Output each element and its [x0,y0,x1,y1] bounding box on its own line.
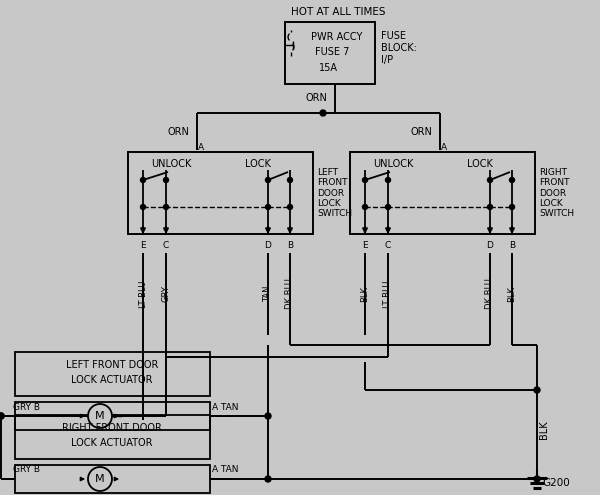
Text: BLK: BLK [539,421,549,440]
Circle shape [163,178,169,183]
Text: E: E [140,242,146,250]
Circle shape [320,110,326,116]
Text: LOCK ACTUATOR: LOCK ACTUATOR [71,375,153,385]
Text: BLK: BLK [361,286,370,302]
Text: ORN: ORN [410,127,432,137]
Text: GRY B: GRY B [13,402,40,411]
Circle shape [509,204,515,209]
Text: 15A: 15A [319,63,337,73]
Text: FUSE 7: FUSE 7 [315,47,349,57]
Text: M: M [95,411,105,421]
Bar [15,415,210,459]
Text: RIGHT
FRONT
DOOR
LOCK
SWITCH: RIGHT FRONT DOOR LOCK SWITCH [539,168,574,218]
Circle shape [265,476,271,482]
Circle shape [0,413,4,419]
Text: D: D [265,242,271,250]
Circle shape [140,204,146,209]
Text: LT BLU: LT BLU [383,280,392,308]
Circle shape [386,178,391,183]
Text: D: D [487,242,493,250]
Circle shape [0,413,4,419]
Circle shape [265,204,271,209]
Text: LEFT
FRONT
DOOR
LOCK
SWITCH: LEFT FRONT DOOR LOCK SWITCH [317,168,352,218]
Circle shape [509,178,515,183]
Circle shape [140,178,146,183]
Text: B: B [287,242,293,250]
Text: LOCK ACTUATOR: LOCK ACTUATOR [71,438,153,448]
Text: HOT AT ALL TIMES: HOT AT ALL TIMES [291,7,385,17]
Text: A: A [441,143,447,151]
Text: M: M [95,474,105,484]
Text: E: E [362,242,368,250]
Text: UNLOCK: UNLOCK [151,159,191,169]
Bar [15,352,210,396]
Circle shape [88,467,112,491]
Text: UNLOCK: UNLOCK [373,159,413,169]
Circle shape [265,178,271,183]
Text: ORN: ORN [167,127,189,137]
Text: PWR ACCY: PWR ACCY [311,32,362,42]
Text: TAN: TAN [263,286,272,302]
Circle shape [287,178,293,183]
Circle shape [534,476,540,482]
Circle shape [88,404,112,428]
Text: LOCK: LOCK [467,159,493,169]
Circle shape [386,204,391,209]
Circle shape [487,204,493,209]
Circle shape [163,204,169,209]
Text: B: B [509,242,515,250]
Bar [350,152,535,234]
Text: ORN: ORN [305,93,327,103]
Bar [128,152,313,234]
Text: GRY: GRY [161,286,170,302]
Text: LT BLU: LT BLU [139,280,148,308]
Text: BLK: BLK [508,286,517,302]
Circle shape [534,387,540,393]
Bar [15,402,210,430]
Circle shape [265,413,271,419]
Text: G200: G200 [542,478,570,488]
Circle shape [362,178,367,183]
Text: C: C [385,242,391,250]
Text: RIGHT FRONT DOOR: RIGHT FRONT DOOR [62,423,162,433]
Circle shape [362,204,367,209]
Text: A TAN: A TAN [212,465,239,475]
Bar [15,465,210,493]
Text: LOCK: LOCK [245,159,271,169]
Text: GRY B: GRY B [13,465,40,475]
Circle shape [287,204,293,209]
Text: DK BLU: DK BLU [286,279,295,309]
Text: DK BLU: DK BLU [485,279,494,309]
Bar [285,22,375,84]
Text: FUSE
BLOCK:
I/P: FUSE BLOCK: I/P [381,31,417,65]
Text: A TAN: A TAN [212,402,239,411]
Text: A: A [198,143,204,151]
Text: C: C [163,242,169,250]
Circle shape [487,178,493,183]
Text: LEFT FRONT DOOR: LEFT FRONT DOOR [66,360,158,370]
